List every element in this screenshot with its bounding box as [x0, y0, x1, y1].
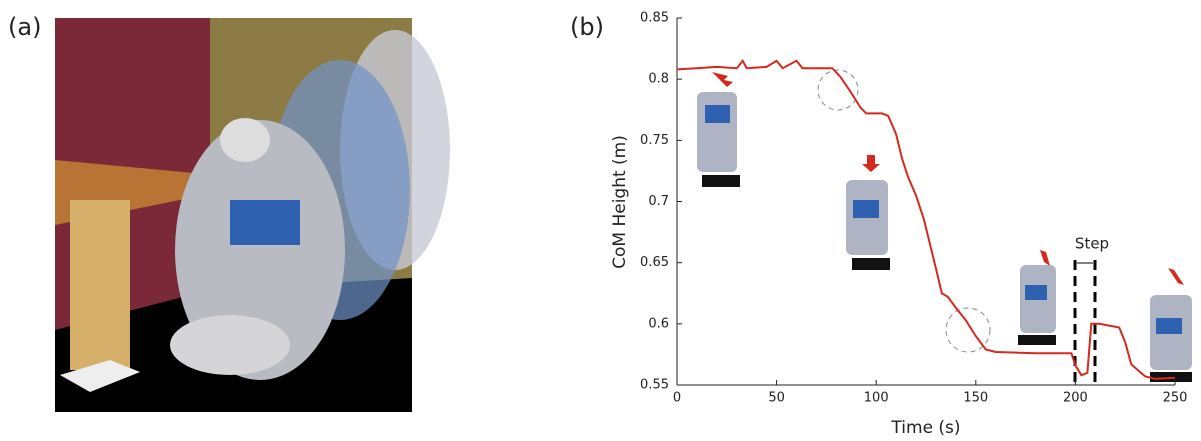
robot-thumbnail: [1150, 268, 1192, 382]
y-tick-label: 0.85: [640, 11, 669, 26]
x-tick-label: 250: [1163, 391, 1188, 406]
y-axis-label: CoM Height (m): [610, 135, 630, 269]
y-tick-label: 0.75: [640, 133, 669, 148]
x-tick-label: 50: [768, 391, 785, 406]
robot-legs: [170, 315, 290, 375]
y-tick-label: 0.7: [648, 194, 669, 209]
panel-label: (b): [570, 13, 604, 41]
x-axis-label: Time (s): [890, 418, 960, 438]
data-line: [676, 58, 1176, 380]
plot: Step Time (s) CoM Height (m) 0.55 0.6 0.65…: [610, 11, 1192, 438]
highlight-circle: [945, 307, 991, 353]
panel-label: (a): [8, 13, 41, 41]
y-tick-label: 0.65: [640, 255, 669, 270]
x-tick-label: 100: [864, 391, 889, 406]
x-tick-label: 0: [673, 391, 681, 406]
robot-torso: [230, 200, 300, 245]
robot-thumbnail: [846, 155, 890, 270]
x-tick-label: 150: [963, 391, 988, 406]
y-tick-label: 0.6: [648, 316, 669, 331]
robot-head: [220, 118, 270, 162]
annotation: Step: [1075, 235, 1109, 253]
y-tick-label: 0.8: [648, 72, 669, 87]
table-leg: [70, 200, 130, 370]
simulation-scene: [55, 18, 450, 412]
y-tick-label: 0.55: [640, 378, 669, 393]
robot-thumbnail: [1018, 250, 1056, 345]
robot-thumbnail: [697, 72, 740, 187]
block: [60, 360, 140, 392]
highlight-circle: [817, 69, 859, 111]
robot: [175, 120, 345, 380]
x-tick-label: 200: [1063, 391, 1088, 406]
